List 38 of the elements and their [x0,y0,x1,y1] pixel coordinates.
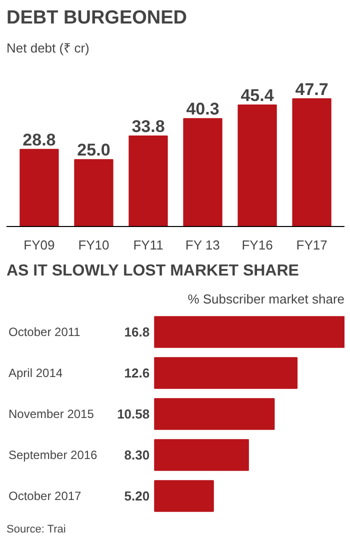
x-tick-label: FY11 [133,238,164,252]
data-label: 28.8 [22,130,56,150]
x-tick-label: FY17 [296,238,328,252]
y-tick-label: April 2014 [8,366,63,380]
data-label: 33.8 [132,117,165,136]
y-tick-label: October 2017 [8,489,82,503]
bar [292,98,332,226]
bar [154,357,298,389]
data-label: 45.4 [240,86,274,105]
bar [154,316,344,348]
data-label: 5.20 [124,488,150,504]
bar [154,480,214,512]
chart-title: DEBT BURGEONED [6,8,188,28]
data-label: 47.7 [295,80,328,99]
x-tick-label: FY09 [24,238,55,252]
data-label: 12.6 [124,366,150,380]
x-tick-label: FY 13 [185,238,220,252]
data-label: 8.30 [124,448,150,462]
y-tick-label: October 2011 [8,325,81,339]
data-label: 25.0 [77,140,110,160]
chart-subtitle: % Subscriber market share [188,292,344,306]
bar [20,148,59,226]
chart-title: AS IT SLOWLY LOST MARKET SHARE [6,262,300,280]
bar [74,159,114,226]
bar [128,136,168,226]
chart-subtitle: Net debt (₹ cr) [6,40,90,56]
y-tick-label: November 2015 [8,407,94,421]
data-label: 10.58 [117,406,150,422]
source-note: Source: Trai [6,524,66,536]
data-label: 40.3 [186,100,220,119]
bar [238,104,277,226]
bar [154,439,249,471]
x-tick-label: FY16 [242,238,273,252]
y-tick-label: September 2016 [8,448,98,462]
x-tick-label: FY10 [78,238,110,252]
data-label: 16.8 [124,324,150,340]
bar [183,118,222,226]
bar [154,398,275,430]
